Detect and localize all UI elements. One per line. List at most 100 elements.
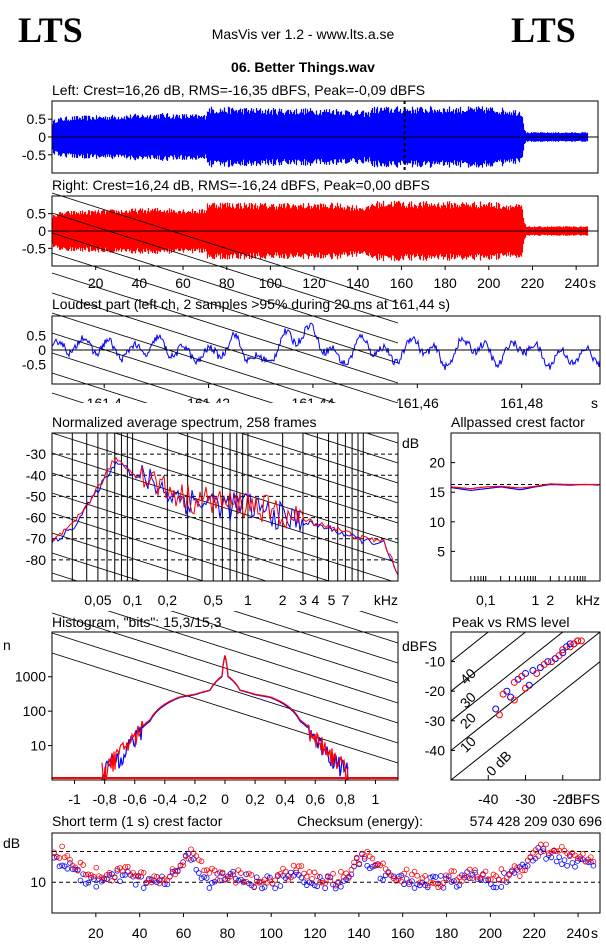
crest-xunit: kHz [576, 592, 600, 608]
stcrest-point-0 [206, 885, 213, 891]
stcrest-point-1 [409, 871, 415, 878]
stcrest-point-1 [251, 883, 257, 890]
stcrest-point-1 [82, 871, 89, 878]
stcrest-point-0 [432, 874, 439, 880]
stcrest-point-1 [519, 867, 526, 874]
stcrest-point-1 [466, 866, 473, 873]
stcrest-point-1 [456, 874, 463, 881]
peakrms-point-1 [548, 658, 556, 666]
loudest-frame [51, 315, 601, 385]
stcrest-point-1 [340, 874, 347, 880]
left_waveform-ytick: -0.5 [22, 147, 46, 163]
loudest-ytick: -0.5 [22, 356, 46, 372]
stcrest-point-1 [464, 874, 470, 880]
stcrest-xtick: 60 [176, 925, 192, 941]
stcrest-point-1 [272, 877, 278, 884]
peakrms-diag-label: 30 [457, 689, 479, 711]
stcrest-point-0 [556, 854, 563, 860]
stcrest-point-0 [564, 862, 570, 869]
stcrest-point-0 [490, 884, 497, 891]
peakrms-frame [450, 631, 601, 781]
stcrest-point-1 [232, 879, 239, 886]
stcrest-point-1 [167, 873, 173, 880]
peakrms-xtick: -30 [515, 791, 535, 807]
peakrms-point-1 [577, 637, 585, 645]
stcrest-point-1 [545, 850, 552, 856]
spectrum-mask-r [398, 413, 448, 601]
crest-ytick: 5 [437, 543, 445, 559]
stcrest-xtick: 80 [220, 925, 236, 941]
stcrest-point-0 [314, 883, 321, 890]
stcrest-point-0 [59, 862, 65, 869]
stcrest-point-0 [572, 863, 578, 870]
spectrum-slope [51, 272, 399, 384]
right_waveform-xtick: 100 [259, 275, 283, 291]
stcrest-point-0 [330, 881, 336, 888]
crest-xtick: 1 [531, 592, 539, 608]
stcrest-point-1 [298, 863, 305, 869]
stcrest-point-1 [495, 876, 502, 882]
spectrum-slope [51, 292, 399, 404]
stcrest-point-0 [104, 876, 110, 882]
stcrest-point-1 [540, 848, 547, 854]
stcrest-point-1 [451, 868, 457, 875]
stcrest-point-1 [556, 847, 563, 854]
stcrest-point-1 [488, 876, 494, 883]
stcrest-point-1 [448, 868, 455, 874]
peakrms-point-1 [533, 669, 541, 677]
stcrest-point-1 [343, 870, 349, 877]
spectrum-slope [51, 232, 399, 344]
histogram-xtick: 0 [221, 791, 229, 807]
stcrest-point-1 [51, 849, 57, 856]
stcrest-xtick: 240 [566, 925, 590, 941]
right_waveform-title: Right: Crest=16,24 dB, RMS=-16,24 dBFS, … [52, 177, 430, 193]
stcrest-point-1 [511, 863, 518, 869]
stcrest-point-1 [296, 863, 302, 870]
stcrest-point-1 [217, 869, 223, 876]
stcrest-point-1 [169, 866, 176, 872]
crest-ylabel: dB [402, 435, 419, 451]
stcrest-point-1 [345, 875, 352, 881]
stcrest-point-1 [543, 841, 549, 848]
stcrest-point-1 [482, 868, 489, 875]
stcrest-point-0 [466, 875, 473, 882]
stcrest-point-0 [472, 869, 478, 876]
stcrest-point-0 [132, 881, 139, 888]
stcrest-point-0 [488, 881, 494, 887]
spectrum-ytick: -50 [26, 488, 46, 504]
stcrest-point-0 [298, 874, 305, 881]
stcrest-point-1 [161, 876, 168, 882]
stcrest-point-0 [77, 877, 84, 884]
stcrest-point-1 [430, 880, 436, 886]
stcrest-point-1 [61, 854, 68, 861]
stcrest-point-1 [185, 855, 192, 862]
stcrest-point-0 [569, 860, 576, 866]
checksum-value: 574 428 209 030 696 [470, 813, 603, 829]
stcrest-point-1 [282, 868, 289, 875]
stcrest-point-1 [322, 880, 328, 887]
stcrest-point-0 [277, 883, 284, 889]
stcrest-point-1 [85, 871, 92, 878]
peakrms-point-1 [555, 652, 563, 660]
stcrest-point-1 [356, 860, 363, 867]
stcrest-point-1 [338, 869, 344, 875]
left_waveform-ytick: 0.5 [27, 111, 47, 127]
stcrest-point-0 [119, 872, 126, 879]
stcrest-point-1 [64, 853, 71, 859]
histogram-ytick: 100 [23, 703, 47, 719]
stcrest-point-1 [314, 873, 321, 879]
left_waveform-ytick: 0 [38, 129, 46, 145]
crest-xtick: 0,1 [476, 592, 496, 608]
stcrest-point-1 [530, 849, 536, 856]
stcrest-point-0 [585, 859, 591, 865]
stcrest-point-1 [256, 879, 263, 886]
right_waveform-xtick: 20 [88, 275, 104, 291]
right_waveform-ytick: -0.5 [22, 240, 46, 256]
crest-ytick: 10 [429, 514, 445, 530]
spectrum-slope [51, 452, 399, 564]
peakrms-diag-label: 0 dB [483, 747, 515, 779]
histogram-xtick: 0,2 [245, 791, 265, 807]
stcrest-point-1 [469, 875, 476, 881]
loudest-ytick: 0 [38, 342, 46, 358]
stcrest-point-1 [527, 854, 534, 860]
